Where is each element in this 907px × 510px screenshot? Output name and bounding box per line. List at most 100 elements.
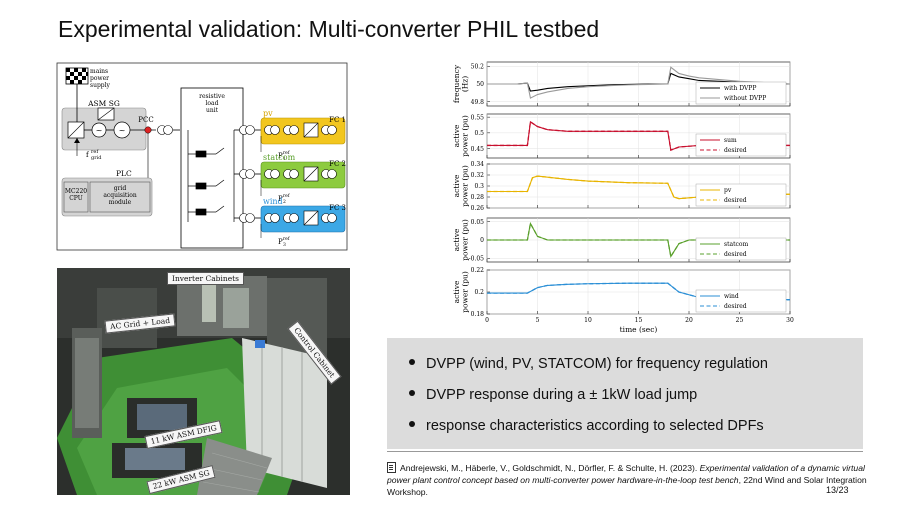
legend-entry: statcom (724, 241, 748, 248)
document-icon (387, 462, 396, 474)
x-tick-label: 20 (685, 317, 693, 324)
fc2-block: statcom FC 2 P ref 2 (239, 153, 346, 205)
bullet-panel: DVPP (wind, PV, STATCOM) for frequency r… (387, 338, 863, 449)
y-tick-label: 0.55 (471, 114, 485, 121)
y-tick-label: 50 (476, 81, 484, 88)
y-axis-label: frequency(Hz) (452, 64, 470, 103)
citation: Andrejewski, M., Häberle, V., Goldschmid… (387, 462, 867, 498)
pcc-node (144, 126, 152, 134)
x-tick-label: 0 (485, 317, 489, 324)
fc2-pref-sup: ref (283, 193, 290, 199)
y-axis-label-line: active (452, 174, 461, 197)
mains-label-2: power (90, 75, 109, 82)
bullet-text: DVPP (wind, PV, STATCOM) for frequency r… (426, 356, 768, 372)
x-tick-label: 30 (786, 317, 794, 324)
x-tick-label: 10 (584, 317, 592, 324)
module-label-2: acquisition (103, 192, 137, 199)
mains-label-1: mains (90, 68, 108, 75)
module-label-3: module (109, 199, 132, 206)
series-line (487, 120, 790, 152)
y-tick-label: 0 (480, 237, 484, 244)
y-tick-label: 0.2 (474, 289, 484, 296)
x-tick-label: 25 (736, 317, 744, 324)
bullet-item: response characteristics according to se… (409, 418, 764, 434)
module-label-1: grid (114, 185, 127, 192)
y-tick-label: 0.28 (471, 194, 485, 201)
y-axis-label-line: frequency (452, 64, 461, 103)
y-axis-label-line: power (pu) (461, 271, 470, 313)
page-number: 13/23 (826, 485, 849, 495)
x-tick-label: 15 (635, 317, 643, 324)
plc-label: PLC (116, 169, 132, 178)
slide-title: Experimental validation: Multi-converter… (58, 16, 600, 42)
fc1-unit-name: pv (263, 109, 273, 118)
y-tick-label: 0.26 (471, 205, 485, 212)
svg-text:~: ~ (119, 126, 126, 135)
x-axis-label: time (sec) (620, 325, 658, 334)
lab-photo-image (57, 268, 350, 495)
testbed-schematic: mains power supply ASM SG ~ ~ f ref grid… (56, 62, 348, 251)
fc1-pref-sup: ref (283, 150, 290, 156)
y-tick-label: 0.32 (471, 172, 485, 179)
fc1-label: FC 1 (329, 116, 346, 124)
cpu-label-2: CPU (69, 195, 83, 202)
fc1-pref: P (278, 152, 283, 160)
bullet-dot-icon (409, 390, 415, 397)
series-line (487, 175, 791, 200)
y-axis-label: activepower (pu) (452, 271, 470, 313)
series-line (487, 66, 791, 99)
fc1-block: pv FC 1 P ref 1 (239, 109, 346, 162)
y-tick-label: 0.22 (471, 267, 485, 274)
f-ref-label: f (86, 151, 90, 159)
mains-label-3: supply (90, 82, 111, 89)
citation-title: Experimental validation of a dynamic vir… (387, 463, 865, 486)
y-axis-label-line: power (pu) (461, 219, 470, 261)
fc2-pref-sub: 2 (283, 199, 286, 205)
citation-venue: , 22nd Wind and Solar Integration Worksh… (387, 475, 867, 498)
fc3-pref-sub: 3 (283, 242, 286, 248)
y-axis-label-line: active (452, 124, 461, 147)
svg-text:~: ~ (96, 126, 103, 135)
y-tick-label: -0.05 (469, 256, 485, 263)
y-axis-label-line: (Hz) (461, 76, 470, 92)
mains-supply-icon (65, 67, 89, 85)
bullet-text: DVPP response during a ± 1kW load jump (426, 387, 698, 403)
fc2-unit-name: statcom (263, 153, 296, 162)
f-ref-sup: ref (91, 149, 99, 155)
bullet-item: DVPP response during a ± 1kW load jump (409, 387, 697, 403)
resistive-label-3: unit (206, 107, 219, 114)
legend-entry: sum (724, 137, 737, 144)
x-tick-label: 5 (536, 317, 540, 324)
legend-entry: desired (724, 147, 747, 154)
y-tick-label: 0.34 (471, 161, 485, 168)
fc3-pref-sup: ref (283, 236, 290, 242)
y-axis-label-line: active (452, 280, 461, 303)
y-axis-label-line: power (pu) (461, 115, 470, 157)
y-axis-label-line: power (pu) (461, 165, 470, 207)
cpu-label-1: MC220 (65, 188, 87, 195)
photo-label-inverter-cabinets: Inverter Cabinets (167, 272, 245, 285)
fc3-label: FC 3 (329, 204, 346, 212)
y-axis-label-line: active (452, 228, 461, 251)
legend-entry: desired (724, 251, 747, 258)
separator-line (387, 451, 863, 452)
legend-entry: without DVPP (724, 95, 766, 102)
fc3-pref: P (278, 238, 283, 246)
y-axis-label: activepower (pu) (452, 115, 470, 157)
y-tick-label: 0.18 (471, 311, 485, 318)
fc1-pref-sub: 1 (283, 156, 286, 162)
pcc-label: PCC (138, 116, 153, 124)
legend-entry: pv (724, 187, 732, 194)
asm-sg-label: ASM SG (87, 99, 120, 108)
bullet-text: response characteristics according to se… (426, 418, 764, 434)
fc3-unit-name: wind (263, 197, 283, 206)
fc3-block: wind FC 3 P ref 3 (239, 197, 346, 248)
y-tick-label: 0.5 (474, 130, 484, 137)
y-tick-label: 0.3 (474, 183, 484, 190)
y-axis-label: activepower (pu) (452, 165, 470, 207)
y-tick-label: 50.2 (471, 64, 485, 71)
fc2-label: FC 2 (329, 160, 346, 168)
bullet-dot-icon (409, 421, 415, 428)
resistive-label-1: resistive (199, 93, 225, 100)
